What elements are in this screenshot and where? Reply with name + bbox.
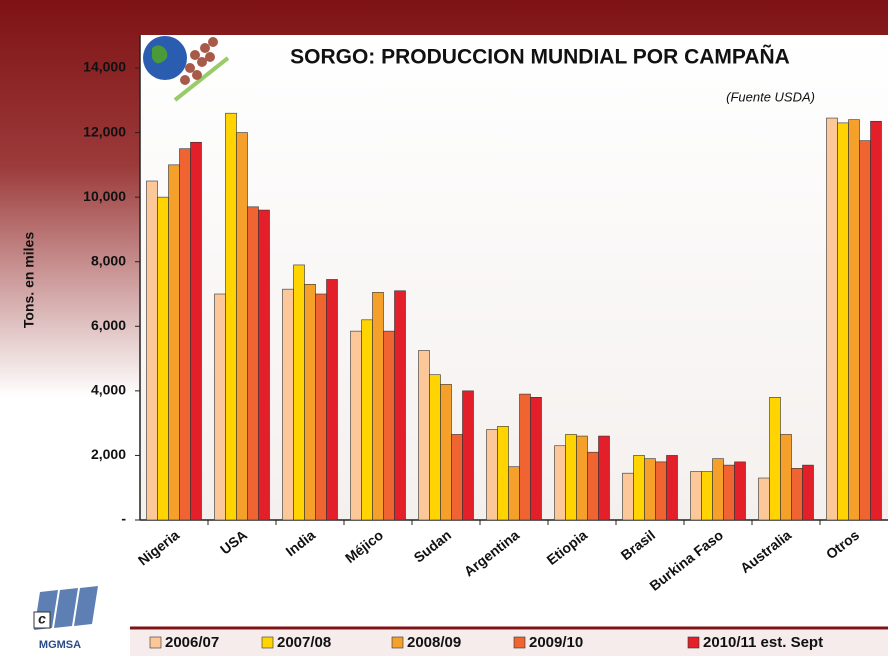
bar	[326, 279, 338, 521]
bar	[690, 471, 702, 521]
bar	[712, 458, 724, 521]
bar	[293, 264, 305, 521]
bar	[146, 180, 158, 521]
logo-text: MGMSA	[39, 639, 81, 651]
y-axis-label: Tons. en miles	[21, 232, 37, 328]
bar	[190, 141, 202, 521]
legend-label: 2010/11 est. Sept	[703, 634, 823, 651]
y-tick-label: 10,000	[83, 188, 126, 204]
bar	[565, 434, 577, 521]
legend-swatch	[391, 636, 404, 649]
bar	[350, 330, 362, 521]
bar	[576, 435, 588, 521]
bar	[769, 397, 781, 521]
bar	[848, 119, 860, 521]
bar	[622, 472, 634, 521]
bar	[598, 435, 610, 521]
bar	[780, 434, 792, 521]
bar	[519, 393, 531, 521]
bar	[214, 293, 226, 521]
svg-text:c: c	[38, 611, 46, 627]
bar	[179, 148, 191, 521]
bar	[282, 288, 294, 521]
legend-label: 2008/09	[407, 634, 461, 651]
chart-title: SORGO: PRODUCCION MUNDIAL POR CAMPAÑA	[290, 46, 790, 69]
bar	[497, 426, 509, 521]
bar	[440, 384, 452, 521]
bar	[236, 132, 248, 521]
y-tick-label: 4,000	[91, 382, 126, 398]
legend-label: 2006/07	[165, 634, 219, 651]
bar	[383, 330, 395, 521]
legend-label: 2007/08	[277, 634, 331, 651]
bar	[870, 120, 882, 521]
bar	[258, 209, 270, 521]
bar	[486, 429, 498, 521]
y-tick-label: 8,000	[91, 252, 126, 268]
bar	[734, 461, 746, 521]
bar	[451, 434, 463, 521]
bar	[758, 477, 770, 521]
bar	[247, 206, 259, 521]
y-tick-label: 14,000	[83, 59, 126, 75]
legend-swatch	[687, 636, 700, 649]
bar	[859, 140, 871, 521]
bar	[462, 390, 474, 521]
legend-label: 2009/10	[529, 634, 583, 651]
bar	[655, 461, 667, 521]
legend-swatch	[513, 636, 526, 649]
bar	[304, 284, 316, 521]
bar	[372, 292, 384, 521]
y-tick-label: -	[121, 511, 126, 527]
bar	[225, 112, 237, 521]
bar	[644, 458, 656, 521]
y-tick-label: 12,000	[83, 123, 126, 139]
chart-subtitle: (Fuente USDA)	[726, 89, 815, 104]
bar	[791, 468, 803, 521]
bar	[633, 455, 645, 521]
logo: c	[33, 586, 98, 630]
bar	[315, 293, 327, 521]
legend-box	[130, 630, 888, 656]
bar	[530, 397, 542, 521]
bar	[168, 164, 180, 521]
bar	[554, 445, 566, 521]
bar	[701, 471, 713, 521]
globe-icon	[143, 36, 230, 102]
bar	[394, 290, 406, 521]
legend-swatch	[149, 636, 162, 649]
bar	[826, 117, 838, 521]
bar	[666, 455, 678, 521]
bar	[723, 464, 735, 521]
bar	[837, 122, 849, 521]
bar	[361, 319, 373, 521]
bar	[157, 196, 169, 521]
legend-swatch	[261, 636, 274, 649]
bar	[587, 451, 599, 521]
bar	[802, 464, 814, 521]
y-tick-label: 6,000	[91, 317, 126, 333]
bar	[508, 466, 520, 521]
bar	[429, 374, 441, 521]
y-tick-label: 2,000	[91, 446, 126, 462]
bar	[418, 350, 430, 521]
